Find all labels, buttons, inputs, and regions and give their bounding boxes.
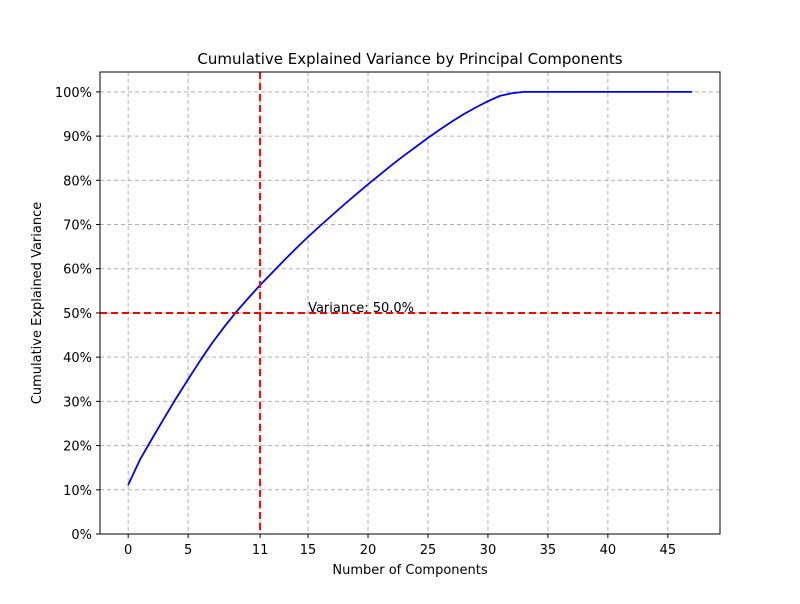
data-point-0-13 xyxy=(283,259,285,261)
data-point-0-30 xyxy=(487,100,489,102)
data-point-0-23 xyxy=(403,154,405,157)
data-point-0-5 xyxy=(187,378,189,380)
y-axis-label: Cumulative Explained Variance xyxy=(30,202,45,404)
data-point-0-2 xyxy=(151,437,153,440)
data-point-0-46 xyxy=(679,91,681,93)
data-point-0-10 xyxy=(247,297,249,299)
axis-layer: 0 5 11 15 20 25 30 35 40 45 0% 10% 20% 30% 40% 50% 60% 70… xyxy=(55,71,721,558)
data-point-0-1 xyxy=(139,458,141,460)
data-point-0-17 xyxy=(331,214,333,216)
y-tick-label-3: 30% xyxy=(63,395,92,410)
x-axis-label: Number of Components xyxy=(332,563,487,578)
y-tick-label-9: 90% xyxy=(63,130,92,145)
data-point-0-21 xyxy=(379,173,381,176)
y-tick-label-1: 10% xyxy=(63,484,92,499)
y-tick-label-5: 50% xyxy=(63,307,92,322)
annotation-0: Variance: 50.0% xyxy=(308,301,414,316)
y-tick-label-4: 40% xyxy=(63,351,92,366)
y-tick-label-2: 20% xyxy=(63,440,92,455)
x-tick-label-8: 40 xyxy=(600,543,617,558)
y-tick-label-8: 80% xyxy=(63,174,92,189)
data-point-0-20 xyxy=(367,183,369,185)
reference-layer xyxy=(100,72,720,534)
data-point-0-40 xyxy=(607,91,609,93)
data-point-0-34 xyxy=(535,91,537,93)
series-layer xyxy=(127,90,693,486)
data-point-0-16 xyxy=(319,225,321,227)
data-point-0-12 xyxy=(271,272,273,274)
data-point-0-7 xyxy=(211,342,213,344)
data-point-0-8 xyxy=(223,326,225,328)
x-tick-label-3: 15 xyxy=(300,543,317,558)
data-point-0-24 xyxy=(415,146,417,148)
data-point-0-39 xyxy=(595,91,597,93)
data-point-0-28 xyxy=(463,113,465,115)
y-tick-label-0: 0% xyxy=(71,528,92,543)
data-point-0-0 xyxy=(127,484,129,486)
data-point-0-29 xyxy=(475,106,477,108)
series-line-cumulative-variance xyxy=(127,90,692,486)
data-point-0-35 xyxy=(547,91,549,93)
y-tick-label-7: 70% xyxy=(63,219,92,234)
data-point-0-36 xyxy=(559,91,561,93)
x-tick-label-9: 45 xyxy=(660,543,677,558)
data-point-0-31 xyxy=(499,95,501,97)
y-tick-label-6: 60% xyxy=(63,263,92,278)
data-point-0-3 xyxy=(163,417,165,419)
annotation-layer: Variance: 50.0% xyxy=(308,301,414,316)
x-tick-label-6: 30 xyxy=(480,543,497,558)
data-point-0-33 xyxy=(523,91,525,93)
data-point-0-42 xyxy=(631,91,633,93)
data-point-0-22 xyxy=(391,164,393,166)
y-tick-label-10: 100% xyxy=(55,86,92,101)
x-tick-label-2: 11 xyxy=(252,543,269,558)
data-point-0-26 xyxy=(439,128,441,131)
data-point-0-32 xyxy=(511,92,513,94)
data-point-0-15 xyxy=(307,236,309,238)
data-point-0-38 xyxy=(583,91,585,93)
x-tick-label-7: 35 xyxy=(540,543,557,558)
chart-title: Cumulative Explained Variance by Princip… xyxy=(197,50,622,68)
data-point-0-4 xyxy=(175,397,177,399)
x-tick-label-4: 20 xyxy=(360,543,377,558)
data-point-0-44 xyxy=(655,91,657,93)
data-point-0-14 xyxy=(295,247,297,249)
data-point-0-45 xyxy=(667,91,669,93)
data-point-0-18 xyxy=(343,204,345,206)
data-point-0-41 xyxy=(619,91,621,93)
x-tick-label-1: 5 xyxy=(184,543,192,558)
data-point-0-43 xyxy=(643,91,645,93)
data-point-0-27 xyxy=(451,120,453,123)
data-point-0-6 xyxy=(199,360,201,362)
data-point-0-47 xyxy=(691,91,693,93)
data-point-0-25 xyxy=(427,137,429,139)
plot-frame xyxy=(99,71,721,535)
x-tick-label-0: 0 xyxy=(124,543,132,558)
data-point-0-19 xyxy=(355,193,357,196)
x-tick-label-5: 25 xyxy=(420,543,437,558)
data-point-0-37 xyxy=(571,91,573,93)
